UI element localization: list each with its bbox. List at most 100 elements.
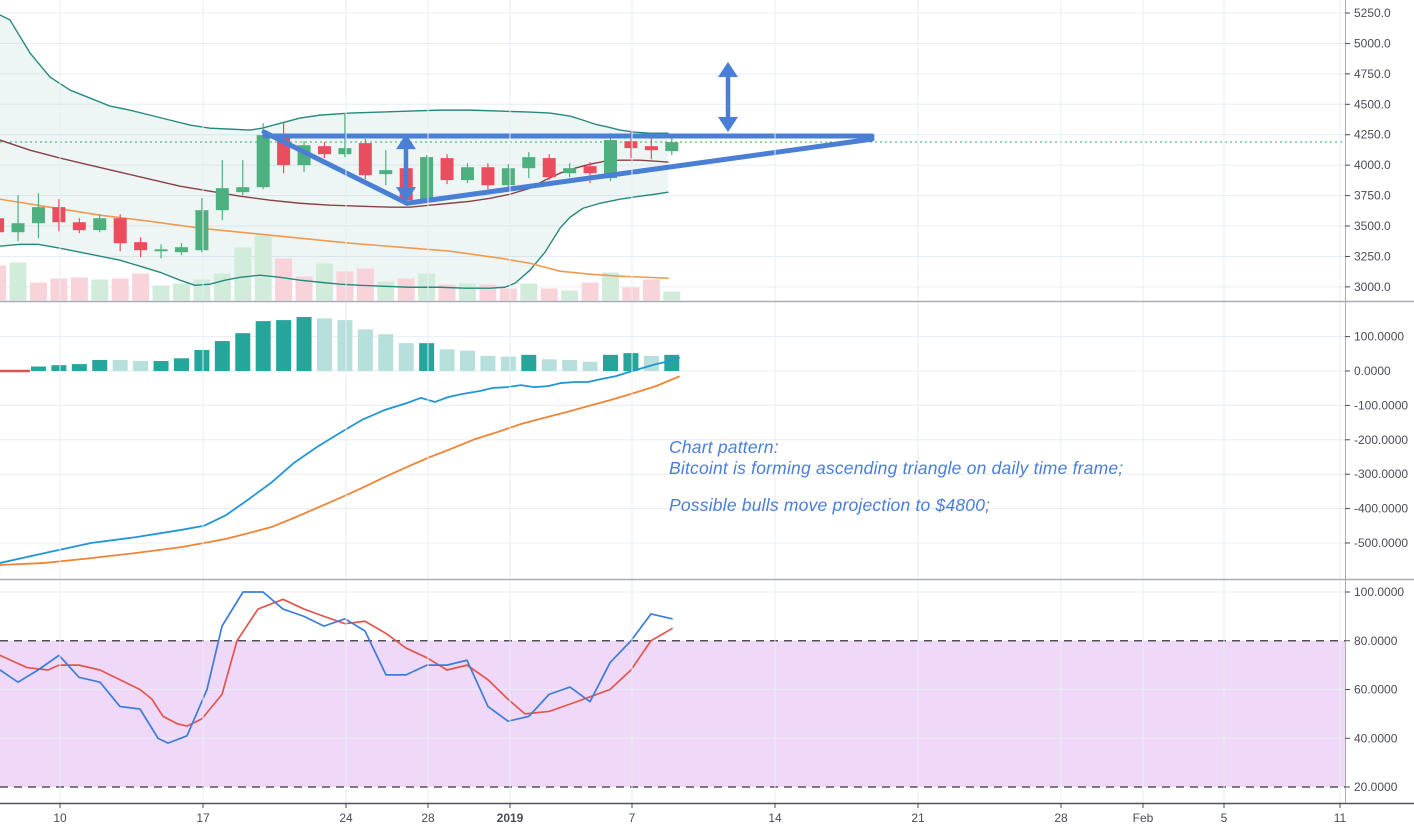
volume-bar (438, 284, 456, 301)
axis-label: 4750.0 (1354, 67, 1391, 81)
histogram-bar (71, 364, 87, 371)
histogram-bar (133, 361, 149, 371)
volume-bar (581, 282, 599, 301)
time-axis-label: 11 (1334, 811, 1347, 825)
axis-label: 100.0000 (1354, 585, 1404, 599)
volume-bar (152, 285, 170, 301)
candle-body (583, 166, 597, 174)
volume-series (0, 235, 681, 301)
axis-label: 100.0000 (1354, 330, 1404, 344)
axis-label: 60.0000 (1354, 683, 1398, 697)
volume-bar (295, 276, 313, 301)
volume-bar (50, 278, 68, 301)
volume-bar (540, 288, 558, 301)
price-pane[interactable] (0, 12, 1345, 301)
volume-bar (111, 278, 129, 301)
time-axis-label: 14 (768, 811, 782, 825)
time-axis[interactable]: 10 17 24 28 2019 7 14 21 28 Feb 5 11 (53, 803, 1347, 825)
volume-bar (29, 282, 47, 301)
volume-bar (561, 290, 579, 301)
histogram-bar (92, 359, 108, 371)
macd-pane[interactable] (0, 316, 1345, 566)
bollinger-basis-line (0, 139, 669, 208)
triangle-height-arrow-head-up (396, 134, 416, 150)
volume-bar (193, 279, 211, 301)
histogram-bar (582, 361, 598, 371)
volume-bar (91, 279, 109, 301)
projection-arrow[interactable] (718, 62, 738, 133)
ascending-triangle-drawing[interactable] (261, 129, 875, 206)
histogram-bar (235, 333, 251, 371)
histogram-bar (337, 320, 353, 371)
candle-body (11, 223, 25, 233)
histogram-bar (398, 343, 414, 371)
projection-arrow-head-up (718, 62, 738, 78)
axis-label: 5250.0 (1354, 6, 1391, 20)
candle-body (501, 168, 515, 186)
candle-body (604, 140, 617, 179)
axis-label: 3000.0 (1354, 280, 1391, 294)
candle-body (215, 188, 229, 211)
triangle-ascending-line[interactable] (404, 136, 875, 206)
candle-body (522, 157, 536, 169)
histogram-bar (51, 365, 67, 371)
pattern-annotation[interactable]: Chart pattern: Bitcoint is forming ascen… (669, 437, 1389, 516)
volume-bar (377, 281, 395, 301)
projection-arrow-head-down (718, 117, 738, 133)
candle-body (52, 207, 66, 223)
candle-body (338, 148, 352, 155)
triangle-height-arrow[interactable] (396, 134, 416, 203)
volume-bar (458, 283, 476, 301)
histogram-bar (439, 349, 455, 371)
axis-label: -100.0000 (1354, 398, 1408, 412)
bollinger-lower-band (0, 191, 669, 289)
histogram-bar (316, 318, 332, 371)
histogram-bar (541, 359, 557, 371)
candle-body (542, 158, 556, 178)
triangle-height-arrow-head-down (396, 187, 416, 203)
histogram-bar (562, 359, 578, 371)
histogram-bar (112, 359, 128, 371)
axis-label: -300.0000 (1354, 467, 1408, 481)
time-axis-label: 17 (196, 811, 210, 825)
price-axis[interactable]: 5250.0 5000.0 4750.0 4500.0 4250.0 4000.0 3750… (1345, 6, 1408, 794)
volume-bar (0, 265, 7, 301)
axis-label: 4500.0 (1354, 97, 1391, 111)
volume-bar (234, 247, 252, 301)
histogram-bar (276, 320, 292, 371)
histogram-bar (194, 350, 210, 371)
time-axis-label: 10 (53, 811, 67, 825)
volume-bar (520, 283, 538, 301)
axis-label: 20.0000 (1354, 780, 1398, 794)
candle-body (93, 218, 107, 231)
candle-body (358, 143, 372, 176)
triangle-descending-line[interactable] (261, 129, 410, 206)
candle-body (379, 170, 393, 175)
histogram-bar (459, 350, 475, 371)
volume-bar (172, 283, 190, 301)
candle-body (236, 187, 250, 193)
candle-body (195, 210, 209, 251)
volume-bar (642, 279, 660, 301)
histogram-bar (500, 356, 516, 371)
volume-bar (336, 271, 354, 301)
candlestick-series (0, 113, 679, 259)
axis-label: 40.0000 (1354, 731, 1398, 745)
volume-bar (499, 288, 517, 301)
volume-bar (622, 287, 640, 301)
time-axis-label: Feb (1133, 811, 1154, 825)
volume-bar (663, 291, 681, 301)
candle-body (174, 247, 188, 253)
histogram-bar (480, 355, 496, 371)
volume-bar (602, 272, 619, 301)
histogram-bar (664, 354, 680, 371)
stochastic-pane[interactable] (0, 591, 1345, 788)
annotation-line-1: Chart pattern: (669, 437, 779, 457)
volume-bar (9, 262, 27, 301)
time-axis-label: 24 (339, 811, 353, 825)
volume-bar (213, 273, 231, 301)
axis-label: 4250.0 (1354, 128, 1391, 142)
annotation-line-3: Possible bulls move projection to $4800; (669, 495, 991, 515)
